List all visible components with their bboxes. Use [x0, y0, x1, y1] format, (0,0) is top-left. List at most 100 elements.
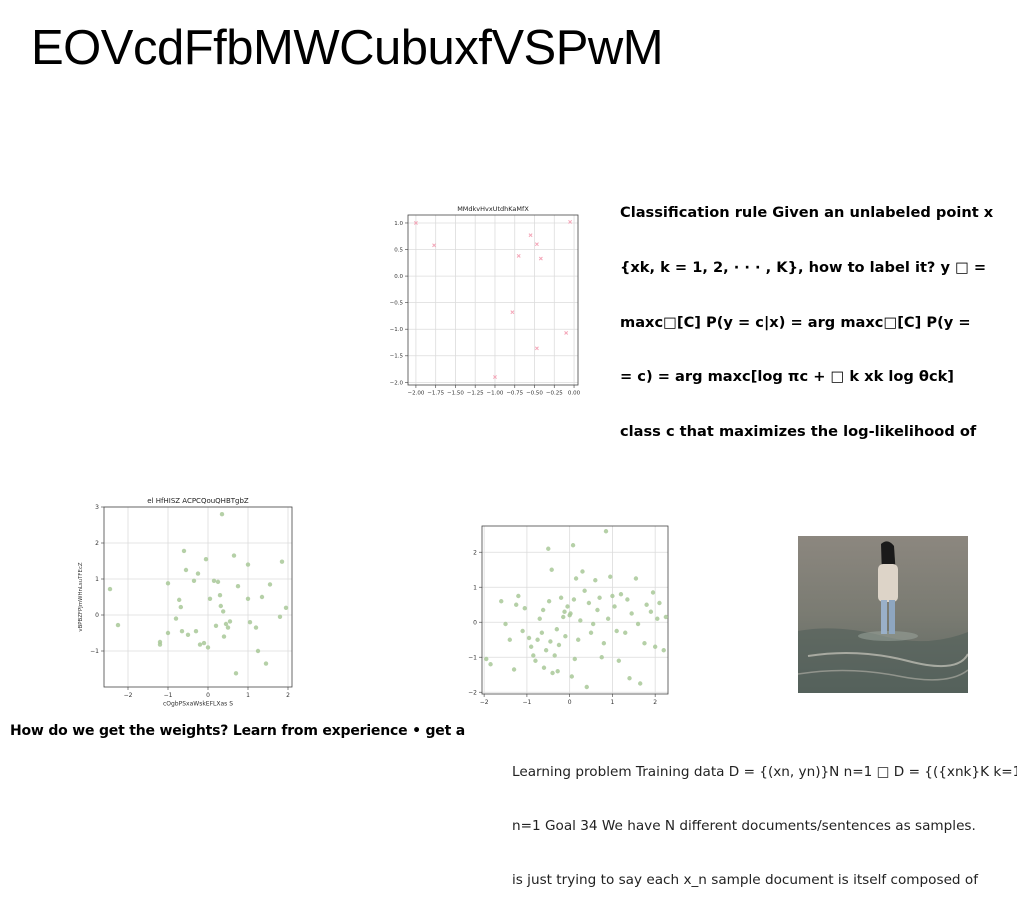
y-tick-label: −2: [468, 689, 477, 696]
paragraph-line: = c) = arg maxc[log πc + □ k xk log θck]: [620, 368, 954, 386]
y-tick-label: 1: [473, 584, 477, 591]
data-point: [633, 576, 639, 581]
data-point: [548, 639, 553, 644]
data-point: [661, 648, 666, 653]
data-point: [115, 622, 121, 628]
data-point: [432, 243, 437, 248]
data-point: [221, 609, 226, 614]
scatter-chart-top: −2.00 −1.75 −1.50 −1.25 −1.00 −0.75 −0.50 −0.25…: [380, 200, 600, 405]
data-point: [533, 658, 538, 663]
data-point: [573, 576, 579, 581]
data-point: [191, 578, 197, 583]
data-point: [603, 529, 609, 534]
learning-problem-paragraph: Learning problem Training data D = {(xn,…: [512, 727, 1017, 907]
data-point: [543, 648, 549, 653]
data-point: [526, 635, 532, 641]
weights-question-text: How do we get the weights? Learn from ex…: [10, 723, 466, 739]
x-tick-label: 1: [610, 699, 614, 706]
data-point: [534, 242, 539, 247]
scatter-chart-middle-svg: −2 −1 0 1 2 2 1 0 −1 −2: [468, 525, 669, 706]
data-point: [599, 655, 604, 660]
y-tick-label: −1.0: [390, 327, 404, 333]
woman-in-sea-photo: [798, 536, 968, 693]
data-point: [638, 681, 643, 686]
data-point: [181, 548, 187, 554]
learning-line: Learning problem Training data D = {(xn,…: [512, 764, 1017, 780]
scatter-chart-top-svg: −2.00 −1.75 −1.50 −1.25 −1.00 −0.75 −0.50 −0.25…: [390, 205, 581, 397]
data-point: [549, 567, 554, 572]
data-point: [535, 637, 540, 642]
data-point: [593, 578, 598, 583]
x-axis-label: cOgbPSxaWskEFLXas S: [163, 700, 233, 707]
x-tick-label: −2: [480, 699, 489, 706]
data-point: [177, 597, 182, 603]
x-tick-label: −1.50: [447, 391, 464, 397]
x-tick-label: −1.75: [427, 391, 444, 397]
data-point: [580, 569, 585, 574]
data-point: [165, 630, 171, 636]
data-point-stroke: [538, 256, 543, 261]
plot-frame: [407, 214, 579, 386]
x-tick-label: −0.50: [526, 391, 543, 397]
x-tick-label: −1: [522, 699, 531, 706]
woman-in-sea-image: [798, 536, 968, 693]
data-point-stroke: [413, 221, 418, 225]
y-tick-label: −1.5: [390, 354, 404, 360]
data-point: [564, 330, 569, 335]
data-point-stroke: [432, 243, 437, 248]
plot-frame: [481, 525, 669, 695]
data-point: [554, 627, 560, 632]
data-point: [520, 628, 525, 634]
paragraph-line: class c that maximizes the log-likelihoo…: [620, 422, 977, 440]
y-tick-label: 3: [95, 504, 99, 511]
data-point: [203, 557, 209, 562]
data-point: [165, 581, 171, 586]
data-point: [179, 629, 185, 634]
data-point: [588, 630, 594, 635]
y-tick-label: 0: [473, 619, 477, 626]
data-point-stroke: [516, 253, 521, 258]
data-point-stroke: [493, 375, 497, 379]
data-point: [610, 593, 615, 599]
data-point: [514, 602, 519, 607]
data-point: [263, 661, 269, 666]
data-point: [568, 611, 573, 616]
data-point: [552, 653, 557, 658]
data-point: [503, 621, 508, 627]
data-point: [618, 592, 624, 597]
data-point-stroke: [510, 310, 515, 315]
x-tick-label: −2.00: [407, 391, 424, 397]
data-point: [267, 582, 273, 587]
y-tick-label: 2: [95, 540, 99, 547]
data-point: [245, 596, 251, 601]
x-tick-label: 2: [653, 699, 657, 706]
data-point: [556, 642, 562, 648]
data-point: [546, 599, 552, 604]
data-point: [546, 546, 551, 551]
data-point: [235, 584, 241, 589]
data-point: [578, 618, 583, 623]
data-point: [555, 669, 560, 674]
data-point: [541, 665, 547, 670]
data-point: [245, 562, 251, 567]
data-point: [528, 644, 534, 649]
paragraph-line: Classification rule Given an unlabeled p…: [620, 204, 994, 222]
data-point: [538, 256, 543, 261]
data-point: [223, 621, 229, 627]
y-tick-label: 2: [473, 549, 477, 556]
data-point: [233, 671, 239, 676]
data-point: [193, 629, 199, 634]
data-point: [663, 614, 669, 620]
data-point-stroke: [528, 233, 533, 238]
data-point: [642, 641, 647, 646]
data-point: [655, 616, 660, 621]
learning-line: is just trying to say each x_n sample do…: [512, 872, 978, 888]
data-point: [648, 609, 654, 614]
data-point: [197, 642, 203, 647]
data-point: [499, 599, 504, 604]
data-point: [413, 221, 418, 225]
data-point: [571, 597, 577, 602]
data-point: [173, 616, 179, 621]
y-tick-label: 0: [95, 612, 99, 619]
data-point: [582, 588, 587, 593]
